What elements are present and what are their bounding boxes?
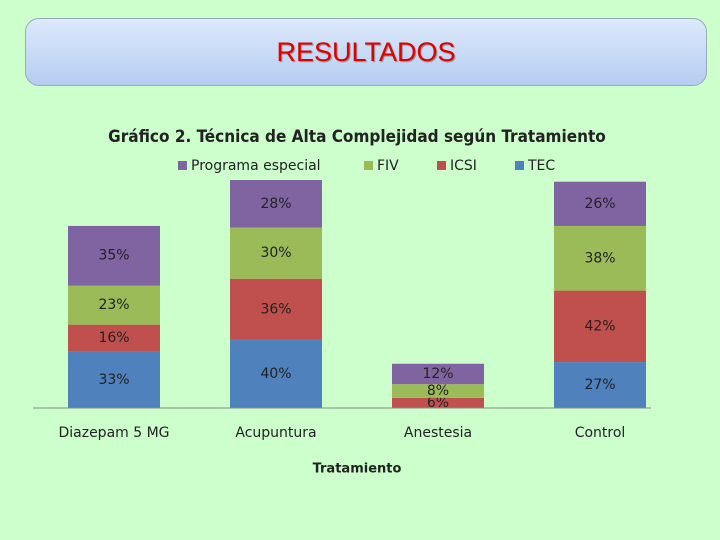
legend-swatch (178, 161, 187, 170)
bar-segment (392, 384, 484, 398)
legend-label: FIV (377, 158, 399, 174)
legend-swatch (437, 161, 446, 170)
data-label: 27% (584, 377, 615, 393)
bar-segment (230, 180, 322, 228)
data-label: 35% (98, 248, 129, 264)
legend-label: Programa especial (191, 158, 321, 174)
data-label: 6% (427, 395, 449, 411)
data-label: 28% (260, 196, 291, 212)
bar-segment (230, 278, 322, 340)
data-label: 38% (584, 250, 615, 266)
bar-segment (230, 227, 322, 279)
data-label: 26% (584, 196, 615, 212)
bar-segment (68, 285, 160, 325)
x-axis-title: Tratamiento (313, 462, 402, 477)
x-tick-label: Diazepam 5 MG (58, 425, 169, 441)
data-label: 40% (260, 366, 291, 382)
x-tick-label: Anestesia (404, 425, 472, 441)
data-label: 12% (422, 366, 453, 382)
bar-segment (554, 290, 646, 363)
bar-segment (68, 225, 160, 286)
bar-segment (554, 225, 646, 291)
data-label: 8% (427, 383, 449, 399)
x-tick-label: Acupuntura (235, 425, 316, 441)
bar-segment (68, 324, 160, 352)
data-label: 30% (260, 245, 291, 261)
data-label: 42% (584, 318, 615, 334)
x-tick-label: Control (575, 425, 626, 441)
legend-swatch (515, 161, 524, 170)
chart-title: Gráfico 2. Técnica de Alta Complejidad s… (108, 127, 606, 147)
bar-segment (230, 339, 322, 408)
bar-segment (392, 397, 484, 408)
bar-segment (554, 362, 646, 408)
legend-swatch (364, 161, 373, 170)
legend-label: ICSI (450, 158, 477, 174)
bar-segment (68, 351, 160, 408)
bar-segment (392, 363, 484, 385)
data-label: 23% (98, 297, 129, 313)
data-label: 16% (98, 330, 129, 346)
slide-title: RESULTADOS (25, 18, 707, 86)
data-label: 33% (98, 372, 129, 388)
legend-label: TEC (527, 158, 555, 174)
bar-segment (554, 181, 646, 226)
data-label: 36% (260, 301, 291, 317)
